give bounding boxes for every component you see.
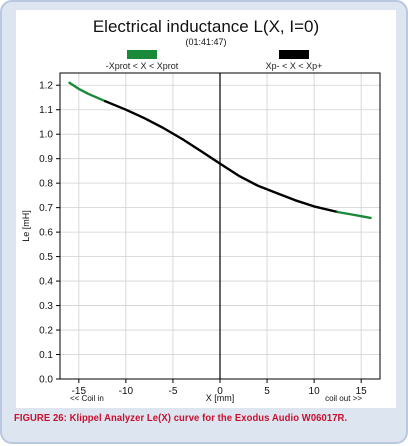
y-tick-label: 0.4 [39, 277, 53, 288]
y-tick-label: 0.6 [39, 228, 53, 239]
y-tick-label: 0.5 [39, 252, 53, 263]
x-tick-label: -5 [168, 386, 177, 397]
legend-label-protect: -Xprot < X < Xprot [106, 61, 179, 71]
y-tick-label: 1.1 [39, 105, 53, 116]
x-tick-label: 15 [356, 386, 368, 397]
y-tick-label: 0.8 [39, 179, 53, 190]
series [68, 81, 372, 220]
y-tick-label: 0.3 [39, 301, 53, 312]
chart: Electrical inductance L(X, I=0) (01:41:4… [21, 17, 381, 403]
x-tick-label: 5 [264, 386, 270, 397]
plot-card: Electrical inductance L(X, I=0) (01:41:4… [16, 10, 396, 408]
legend-label-xp: Xp- < X < Xp+ [266, 61, 323, 71]
legend-swatch-black [279, 50, 309, 59]
y-tick-label: 1.0 [39, 130, 53, 141]
y-axis-label: Le [mH] [21, 210, 31, 242]
coil-in-note: << Coil in [70, 394, 104, 403]
chart-title: Electrical inductance L(X, I=0) [93, 17, 319, 36]
coil-out-note: coil out >> [325, 394, 362, 403]
x-tick-label: 10 [309, 386, 321, 397]
series-line-1 [103, 99, 339, 214]
legend-swatch-green [127, 50, 157, 59]
ticks: -15 -10 -5 0 5 10 15 0.0 0.1 0.2 0.3 0.4 0.5 0.6 0.7 0.… [39, 81, 367, 397]
y-tick-label: 0.7 [39, 203, 53, 214]
y-tick-label: 0.0 [39, 375, 53, 386]
y-tick-label: 0.9 [39, 154, 53, 165]
x-tick-label: 0 [217, 386, 223, 397]
y-tick-label: 1.2 [39, 81, 53, 92]
x-tick-label: -10 [119, 386, 134, 397]
figure-caption: FIGURE 26: Klippel Analyzer Le(X) curve … [14, 412, 348, 424]
series-line-0 [68, 81, 107, 103]
chart-subtitle: (01:41:47) [185, 37, 226, 47]
x-axis-label: X [mm] [206, 393, 235, 403]
x-tick-label: -15 [72, 386, 87, 397]
y-tick-label: 0.1 [39, 350, 53, 361]
y-tick-label: 0.2 [39, 326, 53, 337]
series-line-2 [336, 210, 372, 220]
